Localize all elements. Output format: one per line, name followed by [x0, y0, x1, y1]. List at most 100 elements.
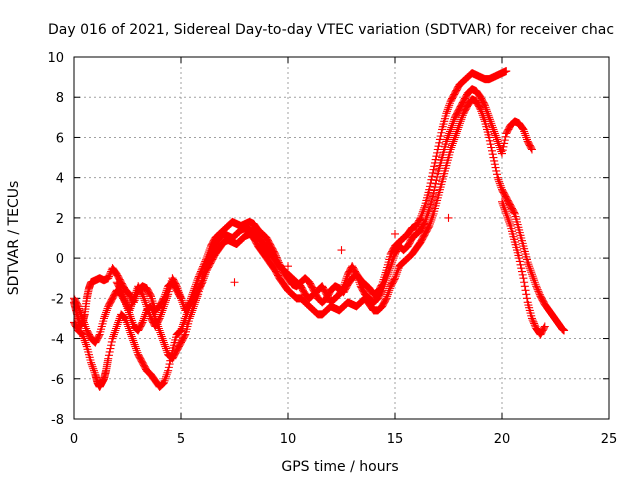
- data-point: [204, 258, 213, 267]
- data-point: [520, 129, 529, 138]
- x-tick-label: 5: [177, 432, 185, 447]
- data-point: [127, 330, 136, 339]
- data-point: [206, 252, 215, 261]
- data-point: [497, 183, 506, 192]
- y-tick-label: 4: [56, 172, 64, 187]
- data-point: [162, 346, 171, 355]
- data-point: [87, 360, 96, 369]
- data-point: [431, 179, 440, 188]
- data-point: [185, 314, 194, 323]
- data-point: [421, 215, 430, 224]
- data-point: [177, 324, 186, 333]
- data-point: [343, 272, 352, 281]
- data-point: [199, 270, 208, 279]
- data-point: [112, 322, 121, 331]
- y-tick-label: 10: [47, 51, 64, 66]
- data-point: [529, 317, 538, 326]
- data-point: [163, 292, 172, 301]
- x-tick-label: 0: [70, 432, 78, 447]
- data-point: [432, 176, 441, 185]
- data-point: [132, 344, 141, 353]
- data-point: [191, 296, 200, 305]
- data-point: [435, 135, 444, 144]
- data-point: [494, 175, 503, 184]
- data-point: [191, 298, 200, 307]
- data-point: [155, 326, 164, 335]
- data-point: [530, 319, 539, 328]
- data-point: [429, 189, 438, 198]
- data-point: [495, 177, 504, 186]
- data-point: [142, 302, 151, 311]
- data-point: [490, 156, 499, 165]
- data-point: [448, 139, 457, 148]
- data-point: [78, 314, 87, 323]
- data-point: [193, 292, 202, 301]
- data-point: [434, 142, 443, 151]
- data-point: [162, 344, 171, 353]
- data-point: [157, 308, 166, 317]
- data-point: [447, 143, 456, 152]
- data-point: [540, 323, 549, 332]
- data-point: [430, 183, 439, 192]
- data-point: [489, 153, 498, 162]
- data-point: [493, 137, 502, 146]
- data-point: [109, 330, 118, 339]
- data-point: [120, 296, 129, 305]
- data-point: [202, 262, 211, 271]
- data-point: [443, 107, 452, 116]
- data-point: [186, 312, 195, 321]
- data-point: [529, 274, 538, 283]
- y-tick-label: -2: [51, 292, 64, 307]
- data-point: [449, 117, 458, 126]
- data-point: [523, 258, 532, 267]
- data-point: [200, 268, 209, 277]
- data-point: [491, 163, 500, 172]
- data-point: [455, 121, 464, 130]
- data-point: [162, 372, 171, 381]
- data-point: [390, 252, 399, 261]
- data-point: [481, 103, 490, 112]
- data-point: [485, 136, 494, 145]
- data-point: [501, 132, 510, 141]
- data-point: [448, 119, 457, 128]
- data-point: [453, 125, 462, 134]
- data-point: [491, 131, 500, 140]
- data-point: [139, 294, 148, 303]
- data-point: [520, 127, 529, 136]
- data-point: [186, 310, 195, 319]
- data-point: [485, 113, 494, 122]
- data-point: [79, 334, 88, 343]
- data-point: [448, 121, 457, 130]
- data-point: [528, 316, 537, 325]
- data-point: [482, 105, 491, 114]
- data-point: [443, 133, 452, 142]
- data-point: [129, 294, 138, 303]
- data-point: [131, 342, 140, 351]
- data-point: [430, 186, 439, 195]
- data-point: [127, 300, 136, 309]
- data-point: [127, 316, 136, 325]
- data-point: [160, 300, 169, 309]
- data-point: [527, 314, 536, 323]
- data-point: [519, 125, 528, 134]
- data-point: [76, 308, 85, 317]
- data-point: [442, 137, 451, 146]
- data-point: [480, 99, 489, 108]
- data-point: [156, 328, 165, 337]
- data-point: [73, 301, 82, 310]
- data-point: [112, 324, 121, 333]
- data-point: [128, 318, 137, 327]
- data-point: [383, 290, 392, 299]
- data-point: [74, 302, 83, 311]
- data-point: [493, 135, 502, 144]
- data-point: [161, 298, 170, 307]
- x-tick-label: 15: [387, 432, 404, 447]
- data-point: [138, 290, 147, 299]
- data-point: [79, 332, 88, 341]
- data-point: [379, 282, 388, 291]
- data-point: [390, 275, 399, 284]
- y-tick-label: 6: [56, 131, 64, 146]
- data-point: [430, 162, 439, 171]
- data-point: [436, 132, 445, 141]
